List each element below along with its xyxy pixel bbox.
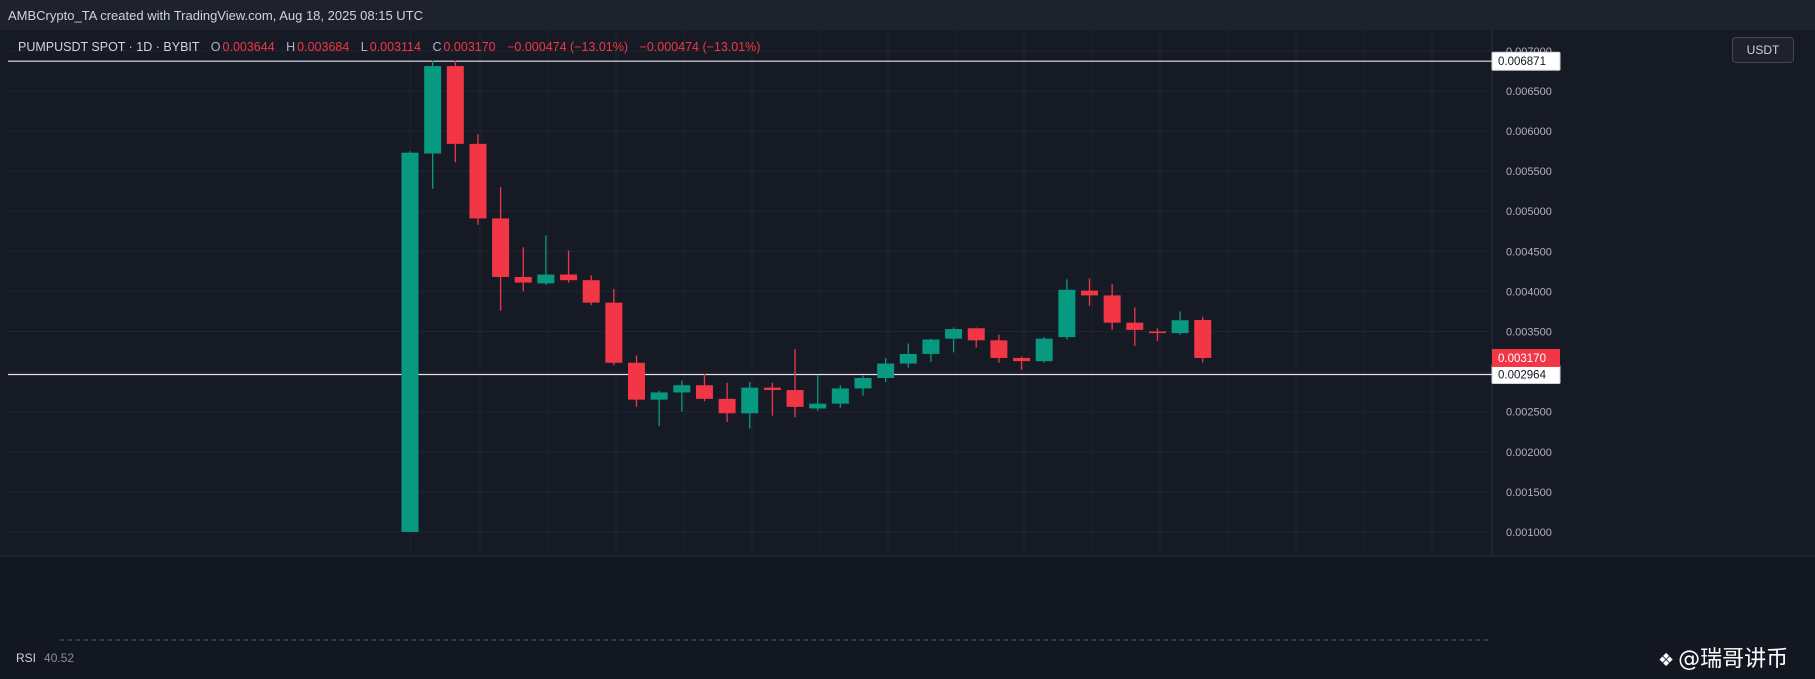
candle-body: [582, 280, 600, 303]
candle-body: [650, 392, 668, 400]
candle-body: [809, 403, 827, 409]
candle-body: [899, 353, 917, 364]
candle-body: [831, 388, 849, 404]
candle-body: [514, 276, 532, 283]
candle-body: [967, 328, 985, 341]
candle-body: [424, 66, 442, 154]
watermark-text: @瑞哥讲币: [1678, 647, 1789, 672]
candle-body: [1013, 357, 1031, 362]
candle-body: [718, 398, 736, 414]
rsi-pane-background: [0, 555, 1815, 679]
candle-body: [446, 66, 464, 144]
candle-body: [1035, 338, 1053, 362]
y-tick-label: 0.004000: [1506, 286, 1552, 298]
level-price-label: 0.002964: [1498, 369, 1547, 381]
y-tick-label: 0.003500: [1506, 326, 1552, 338]
candle-body: [492, 218, 510, 277]
candle-body: [469, 143, 487, 219]
rsi-value: 40.52: [44, 651, 75, 665]
last-price-tag: [1492, 348, 1560, 367]
low-label: L: [360, 40, 368, 54]
symbol-label[interactable]: PUMPUSDT SPOT · 1D · BYBIT: [18, 40, 200, 54]
candle-body: [1171, 320, 1189, 334]
candle-body: [990, 340, 1008, 358]
candle-body: [1126, 322, 1144, 330]
diamond-logo-icon: ❖: [1658, 650, 1675, 671]
candle-body: [1103, 295, 1121, 323]
candle-body: [605, 302, 623, 363]
candle-body: [560, 274, 578, 281]
candle-body: [1058, 289, 1076, 338]
level-price-tag: [1491, 51, 1561, 71]
close-label: C: [432, 40, 442, 54]
candle-body: [537, 274, 555, 284]
ohlc-legend: PUMPUSDT SPOT · 1D · BYBIT O 0.003644 H 0.…: [18, 40, 760, 54]
y-tick-label: 0.005000: [1506, 206, 1552, 218]
y-tick-label: 0.002000: [1506, 447, 1552, 459]
currency-button[interactable]: USDT: [1732, 37, 1794, 63]
high-label: H: [286, 40, 296, 54]
candle-body: [401, 152, 419, 532]
watermark: ❖ @瑞哥讲币: [1658, 641, 1788, 673]
candle-body: [786, 390, 804, 407]
y-tick-label: 0.004500: [1506, 246, 1552, 258]
y-tick-label: 0.002500: [1506, 407, 1552, 419]
candle-body: [1081, 290, 1098, 296]
y-tick-label: 0.001000: [1506, 527, 1552, 539]
top-bar: AMBCrypto_TA created with TradingView.co…: [0, 0, 1815, 31]
candle-body: [763, 387, 781, 391]
price-chart[interactable]: 0.0070000.0065000.0060000.0055000.005000…: [0, 30, 1815, 679]
high-value: 0.003684: [297, 40, 350, 54]
rsi-name: RSI: [16, 651, 37, 665]
level-price-label: 0.006871: [1498, 56, 1546, 68]
candle-body: [1148, 331, 1166, 334]
candle-body: [1194, 319, 1212, 358]
y-tick-label: 0.001500: [1506, 487, 1552, 499]
y-tick-label: 0.005500: [1506, 166, 1552, 178]
candle-body: [695, 385, 713, 399]
last-price-label: 0.003170: [1498, 353, 1546, 365]
candle-body: [945, 329, 963, 339]
candle-body: [877, 363, 895, 379]
change-value: −0.000474 (−13.01%): [507, 40, 629, 54]
y-tick-label: 0.006500: [1506, 86, 1552, 98]
open-value: 0.003644: [222, 40, 275, 54]
y-tick-label: 0.006000: [1506, 126, 1552, 138]
candle-body: [628, 362, 645, 400]
candle-body: [922, 339, 940, 354]
candle-body: [741, 387, 759, 414]
open-label: O: [210, 40, 221, 54]
chart-attribution: AMBCrypto_TA created with TradingView.co…: [8, 8, 424, 23]
candle-body: [854, 378, 872, 389]
rsi-indicator-label[interactable]: RSI 40.52: [16, 651, 74, 665]
close-value: 0.003170: [443, 40, 496, 54]
low-value: 0.003114: [369, 40, 421, 54]
change-value-2: −0.000474 (−13.01%): [639, 40, 761, 54]
candle-body: [673, 385, 691, 393]
